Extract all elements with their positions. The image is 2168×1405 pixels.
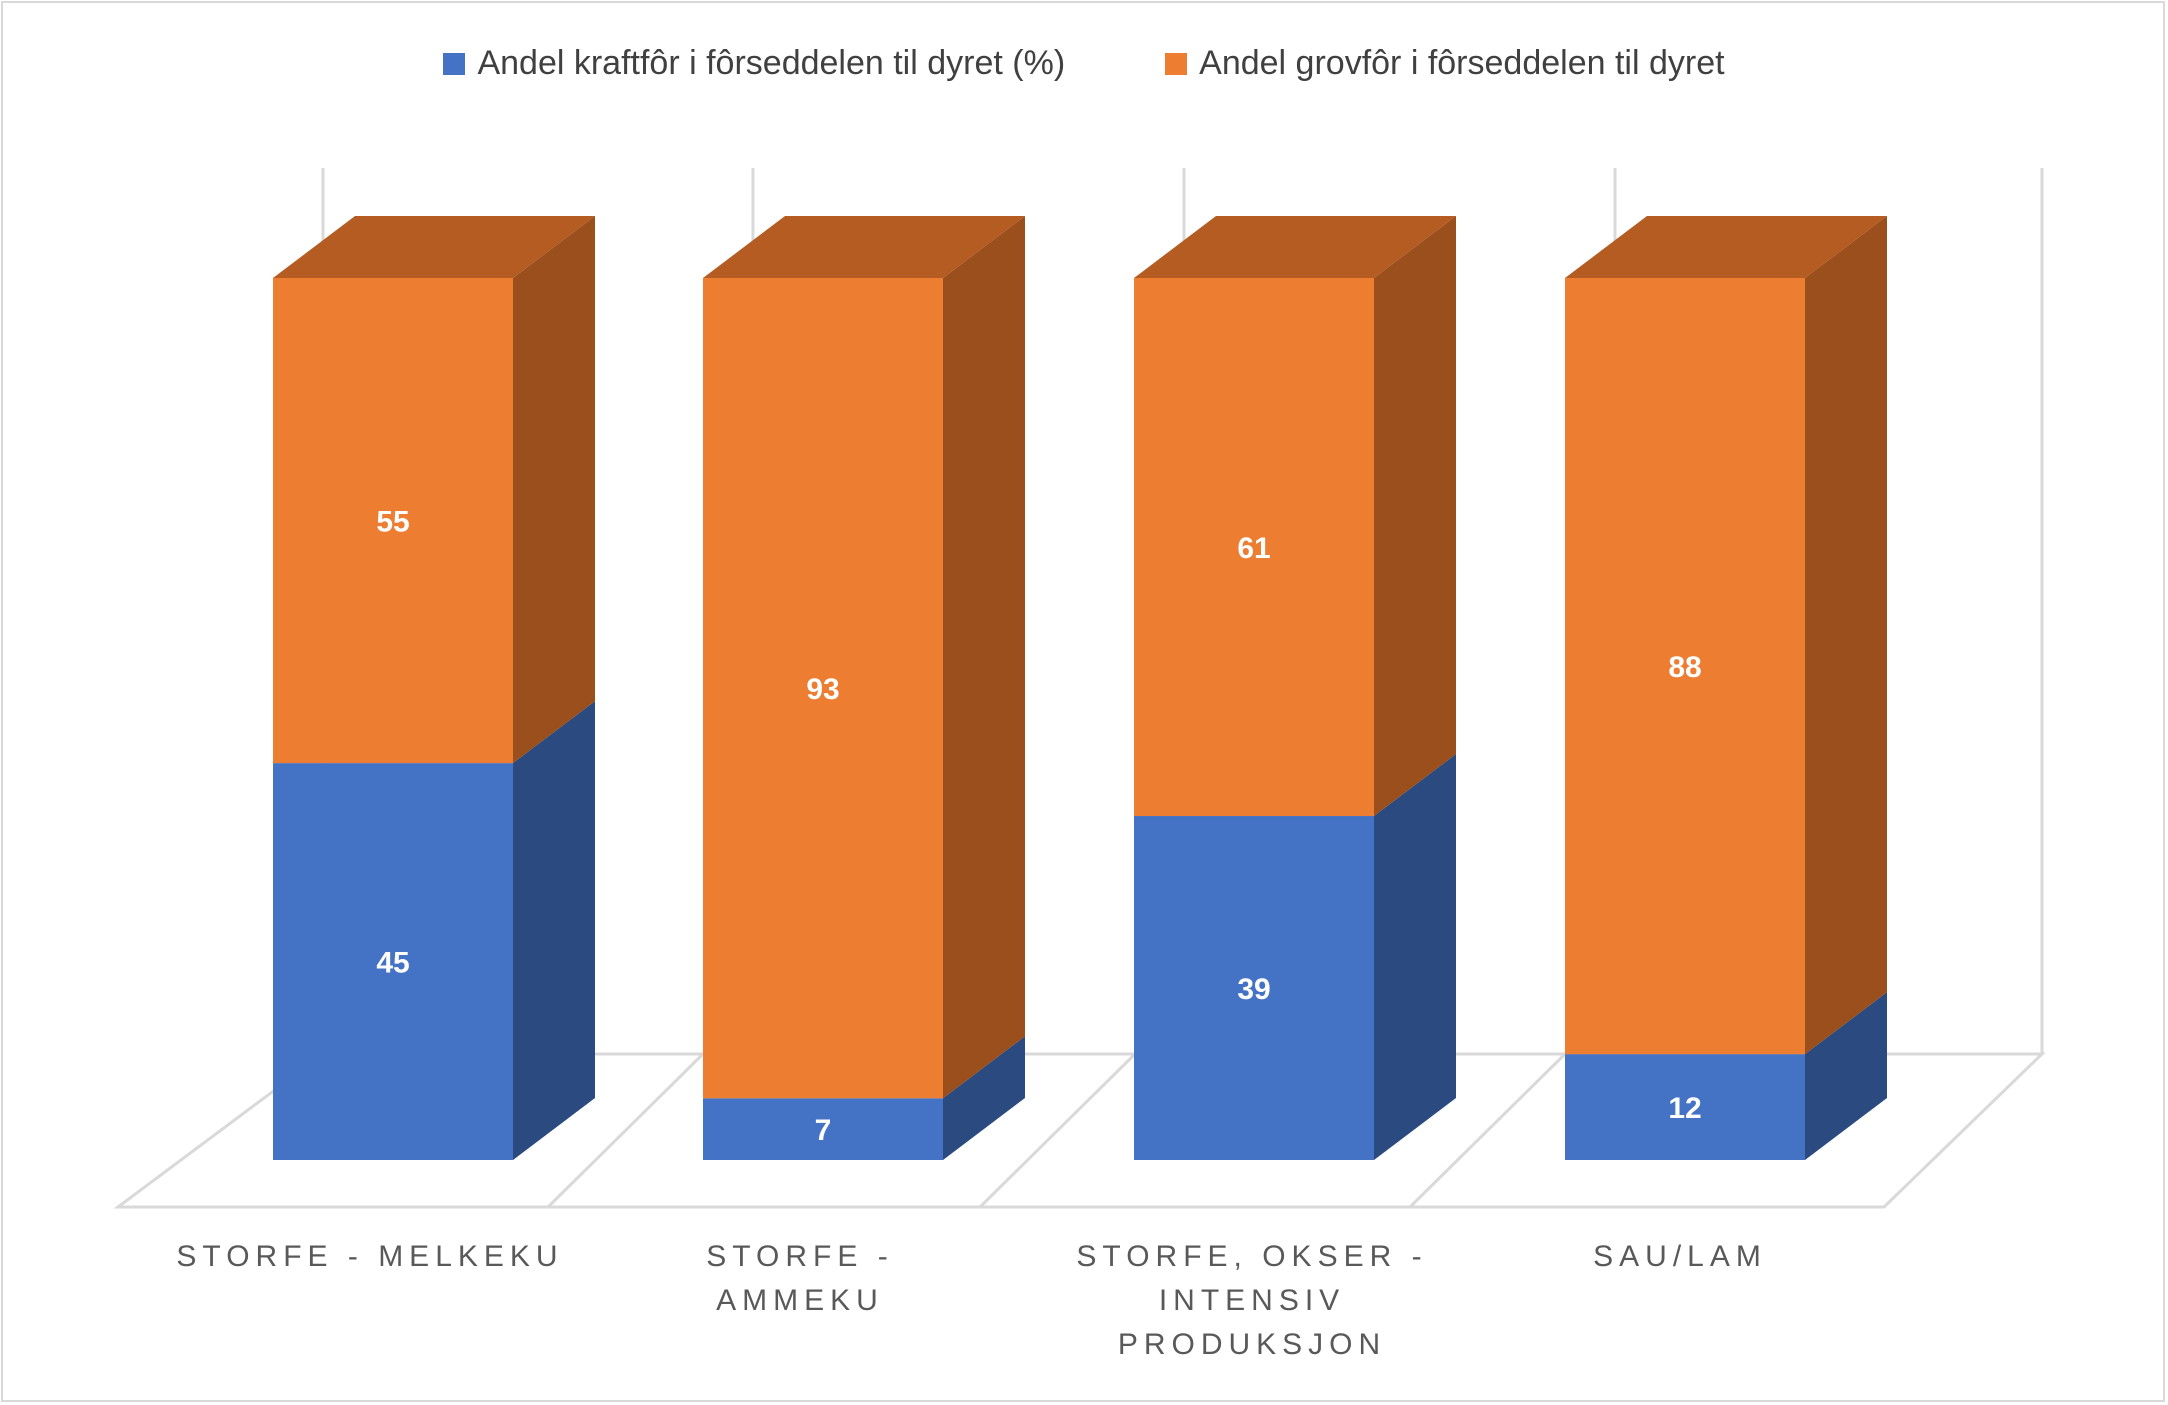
bar-front-kraftfor — [703, 1098, 943, 1160]
bar-front-kraftfor — [1134, 816, 1374, 1160]
data-label-kraftfor: 45 — [376, 947, 409, 980]
bar-front-kraftfor — [1565, 1054, 1805, 1160]
bar-side-kraftfor — [1805, 992, 1887, 1160]
category-label: SAU/LAM — [1593, 1240, 1767, 1273]
floor-divider — [546, 1052, 705, 1209]
bar-side-kraftfor — [1374, 754, 1456, 1160]
bar-side-grovfor — [1374, 216, 1456, 817]
legend-item-grovfor: Andel grovfôr i fôrseddelen til dyret — [1165, 44, 1725, 83]
category-label: AMMEKU — [716, 1284, 884, 1317]
bar-top — [1565, 216, 1887, 278]
data-label-grovfor: 88 — [1668, 651, 1701, 684]
data-labels: 45 55 7 93 39 61 12 88 — [376, 506, 1701, 1148]
bar-side-grovfor — [943, 216, 1025, 1099]
legend: Andel kraftfôr i fôrseddelen til dyret (… — [0, 44, 2168, 83]
bar-front-kraftfor — [273, 763, 513, 1160]
floor-divider — [1408, 1052, 1567, 1209]
data-label-kraftfor: 7 — [815, 1114, 832, 1147]
legend-swatch-grovfor — [1165, 52, 1188, 75]
data-label-kraftfor: 39 — [1237, 973, 1270, 1006]
floor-divider — [978, 1052, 1137, 1209]
category-labels: STORFE - MELKEKU STORFE - AMMEKU STORFE, OK… — [176, 1240, 1767, 1361]
bar-front-grovfor — [1565, 278, 1805, 1055]
legend-swatch-kraftfor — [443, 52, 466, 75]
bar-front-grovfor — [273, 278, 513, 764]
category-label: STORFE, OKSER - — [1076, 1240, 1427, 1273]
legend-item-kraftfor: Andel kraftfôr i fôrseddelen til dyret (… — [443, 44, 1065, 83]
category-label: INTENSIV — [1159, 1284, 1345, 1317]
data-label-kraftfor: 12 — [1668, 1092, 1701, 1125]
bar-top — [273, 216, 595, 278]
bar-side-grovfor — [1805, 216, 1887, 1055]
bar-side-grovfor — [513, 216, 595, 764]
bar-top — [703, 216, 1025, 278]
legend-label-grovfor: Andel grovfôr i fôrseddelen til dyret — [1199, 44, 1725, 82]
data-label-grovfor: 61 — [1237, 532, 1270, 565]
bar-front-grovfor — [1134, 278, 1374, 817]
bar-side-kraftfor — [513, 701, 595, 1160]
bar-side-kraftfor — [943, 1036, 1025, 1160]
bars — [273, 216, 1887, 1160]
bar-top — [1134, 216, 1456, 278]
category-label: PRODUKSJON — [1118, 1328, 1386, 1361]
category-label: STORFE - MELKEKU — [176, 1240, 563, 1273]
data-label-grovfor: 93 — [806, 673, 839, 706]
data-label-grovfor: 55 — [376, 506, 409, 539]
bar-front-grovfor — [703, 278, 943, 1099]
legend-label-kraftfor: Andel kraftfôr i fôrseddelen til dyret (… — [477, 44, 1066, 82]
category-label: STORFE - — [706, 1240, 893, 1273]
